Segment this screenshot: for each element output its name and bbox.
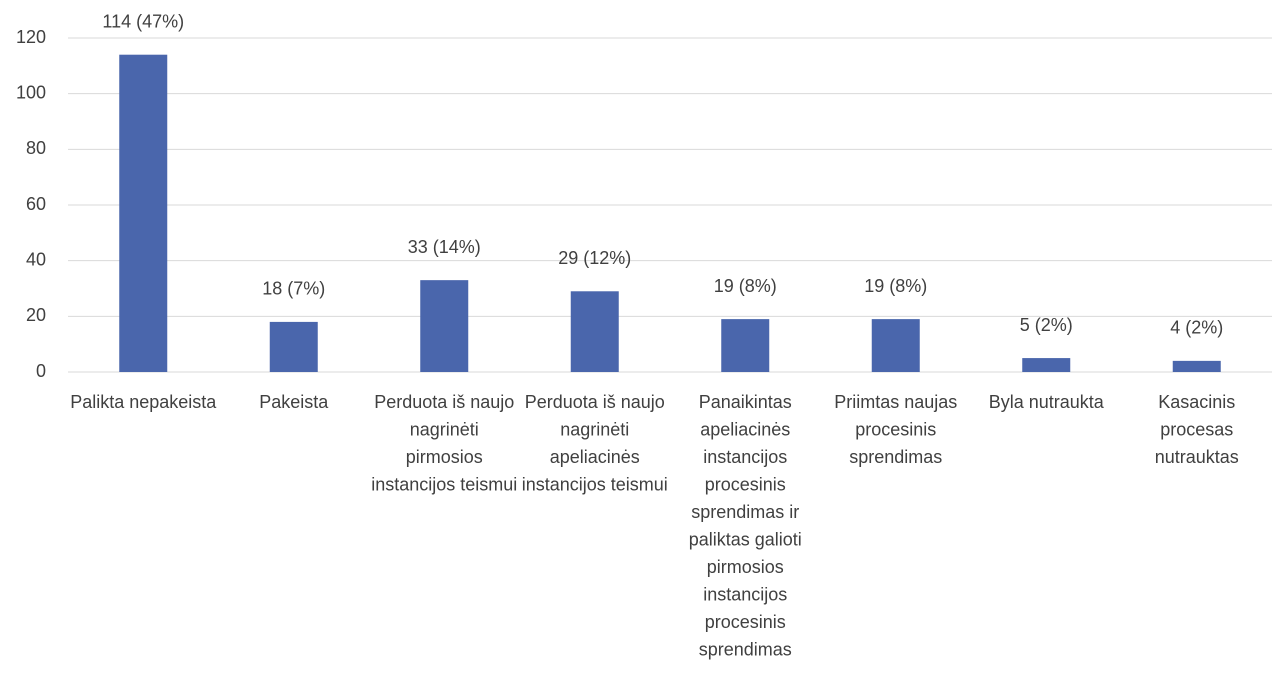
x-tick-label: Panaikintas apeliacinės instancijos procesi… <box>689 392 802 660</box>
x-tick-label: Palikta nepakeista <box>70 392 217 412</box>
x-tick-label: Perduota iš naujo nagrinėti pirmosios insta… <box>371 392 517 495</box>
data-label: 19 (8%) <box>714 276 777 296</box>
x-tick-label: Byla nutraukta <box>989 392 1105 412</box>
bar <box>119 54 168 372</box>
y-tick-label: 20 <box>26 305 46 325</box>
y-tick-label: 60 <box>26 194 46 214</box>
bar <box>570 291 619 372</box>
data-label: 19 (8%) <box>864 276 927 296</box>
bar <box>1022 358 1071 372</box>
data-label: 5 (2%) <box>1020 315 1073 335</box>
bar <box>269 321 318 372</box>
data-label: 29 (12%) <box>558 248 631 268</box>
bar <box>871 319 920 372</box>
x-tick-label: Kasacinis procesas nutrauktas <box>1155 392 1239 467</box>
bar <box>721 319 770 372</box>
y-tick-label: 0 <box>36 361 46 381</box>
x-tick-label: Priimtas naujas procesinis sprendimas <box>834 392 957 467</box>
data-label: 33 (14%) <box>408 237 481 257</box>
y-tick-label: 80 <box>26 138 46 158</box>
y-tick-label: 40 <box>26 249 46 269</box>
bar <box>1172 360 1221 372</box>
y-tick-label: 120 <box>16 27 46 47</box>
x-tick-label: Perduota iš naujo nagrinėti apeliacinės ins… <box>522 392 668 495</box>
data-label: 18 (7%) <box>262 279 325 299</box>
data-label: 4 (2%) <box>1170 318 1223 338</box>
y-tick-label: 100 <box>16 82 46 102</box>
bar <box>420 280 469 372</box>
data-label: 114 (47%) <box>102 11 184 31</box>
x-tick-label: Pakeista <box>259 392 329 412</box>
